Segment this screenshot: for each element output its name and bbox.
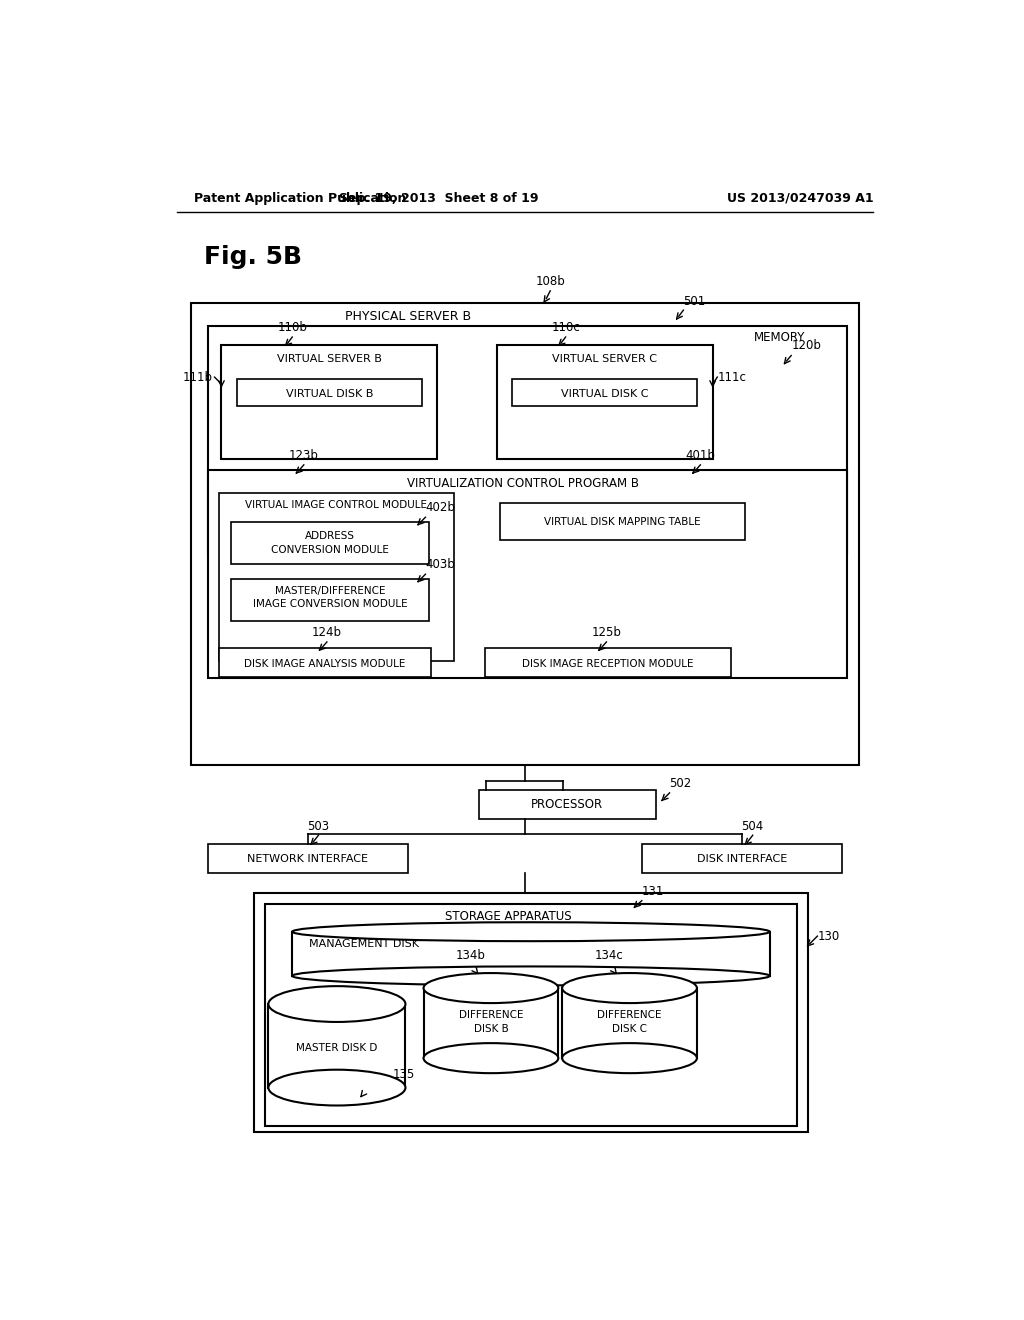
Text: 110b: 110b xyxy=(278,321,307,334)
Text: 401b: 401b xyxy=(685,449,716,462)
Text: DISK IMAGE ANALYSIS MODULE: DISK IMAGE ANALYSIS MODULE xyxy=(244,659,406,668)
Text: VIRTUAL DISK MAPPING TABLE: VIRTUAL DISK MAPPING TABLE xyxy=(545,517,700,527)
Bar xyxy=(219,494,454,661)
Bar xyxy=(208,843,408,873)
Text: 108b: 108b xyxy=(536,275,565,288)
Bar xyxy=(512,379,697,407)
Text: VIRTUAL SERVER B: VIRTUAL SERVER B xyxy=(276,354,382,363)
Text: 501: 501 xyxy=(683,294,706,308)
Text: 134b: 134b xyxy=(456,949,485,962)
Text: 503: 503 xyxy=(307,820,330,833)
Bar xyxy=(221,345,437,459)
Text: DISK B: DISK B xyxy=(473,1023,508,1034)
Text: DISK IMAGE RECEPTION MODULE: DISK IMAGE RECEPTION MODULE xyxy=(522,659,693,668)
Text: VIRTUALIZATION CONTROL PROGRAM B: VIRTUALIZATION CONTROL PROGRAM B xyxy=(408,477,639,490)
Text: 111c: 111c xyxy=(718,371,746,384)
Text: VIRTUAL IMAGE CONTROL MODULE: VIRTUAL IMAGE CONTROL MODULE xyxy=(245,500,427,510)
Bar xyxy=(237,379,422,407)
Ellipse shape xyxy=(562,1043,697,1073)
Text: VIRTUAL SERVER C: VIRTUAL SERVER C xyxy=(552,354,657,363)
Text: DISK C: DISK C xyxy=(612,1023,647,1034)
Text: MANAGEMENT DISK: MANAGEMENT DISK xyxy=(309,939,419,949)
Text: 134c: 134c xyxy=(595,949,624,962)
Text: DIFFERENCE: DIFFERENCE xyxy=(459,1010,523,1019)
Ellipse shape xyxy=(292,923,770,941)
Text: 135: 135 xyxy=(392,1068,415,1081)
Text: 403b: 403b xyxy=(425,558,456,572)
Ellipse shape xyxy=(292,966,770,985)
Text: IMAGE CONVERSION MODULE: IMAGE CONVERSION MODULE xyxy=(253,599,408,610)
Bar xyxy=(424,989,558,1059)
Text: 120b: 120b xyxy=(792,339,821,352)
Text: 110c: 110c xyxy=(551,321,580,334)
Text: 402b: 402b xyxy=(425,502,456,515)
Text: 124b: 124b xyxy=(312,626,342,639)
Bar xyxy=(478,789,655,818)
Text: STORAGE APPARATUS: STORAGE APPARATUS xyxy=(444,911,571,924)
Bar xyxy=(497,345,713,459)
Text: 130: 130 xyxy=(817,929,840,942)
Bar xyxy=(219,648,431,677)
Text: 125b: 125b xyxy=(592,626,622,639)
Text: DISK INTERFACE: DISK INTERFACE xyxy=(696,854,787,865)
Ellipse shape xyxy=(268,1069,406,1106)
Text: MASTER/DIFFERENCE: MASTER/DIFFERENCE xyxy=(274,586,385,597)
Text: Patent Application Publication: Patent Application Publication xyxy=(194,191,407,205)
Bar xyxy=(268,1005,406,1088)
Bar xyxy=(254,892,808,1131)
Text: VIRTUAL DISK B: VIRTUAL DISK B xyxy=(286,389,373,399)
Bar xyxy=(208,326,847,553)
Text: US 2013/0247039 A1: US 2013/0247039 A1 xyxy=(727,191,873,205)
Ellipse shape xyxy=(424,1043,558,1073)
Text: 123b: 123b xyxy=(289,449,318,462)
Text: 502: 502 xyxy=(670,776,692,789)
Bar xyxy=(230,521,429,564)
Bar xyxy=(208,470,847,678)
Bar xyxy=(562,989,697,1059)
Text: Fig. 5B: Fig. 5B xyxy=(204,246,302,269)
Bar xyxy=(264,904,798,1126)
Text: MEMORY: MEMORY xyxy=(754,330,805,343)
Text: 131: 131 xyxy=(642,884,665,898)
Bar xyxy=(190,304,859,766)
Text: PROCESSOR: PROCESSOR xyxy=(531,797,603,810)
Text: DIFFERENCE: DIFFERENCE xyxy=(597,1010,662,1019)
Text: PHYSICAL SERVER B: PHYSICAL SERVER B xyxy=(345,310,471,323)
Text: 504: 504 xyxy=(741,820,764,833)
Text: CONVERSION MODULE: CONVERSION MODULE xyxy=(271,545,389,554)
Text: ADDRESS: ADDRESS xyxy=(305,532,355,541)
Ellipse shape xyxy=(424,973,558,1003)
Text: 111b: 111b xyxy=(183,371,213,384)
Bar xyxy=(292,932,770,975)
Ellipse shape xyxy=(268,986,406,1022)
Bar xyxy=(484,648,731,677)
Bar xyxy=(500,503,745,540)
Text: MASTER DISK D: MASTER DISK D xyxy=(296,1043,378,1053)
Ellipse shape xyxy=(562,973,697,1003)
Text: Sep. 19, 2013  Sheet 8 of 19: Sep. 19, 2013 Sheet 8 of 19 xyxy=(339,191,539,205)
Text: VIRTUAL DISK C: VIRTUAL DISK C xyxy=(561,389,648,399)
Bar xyxy=(642,843,842,873)
Bar xyxy=(230,578,429,622)
Text: NETWORK INTERFACE: NETWORK INTERFACE xyxy=(247,854,369,865)
